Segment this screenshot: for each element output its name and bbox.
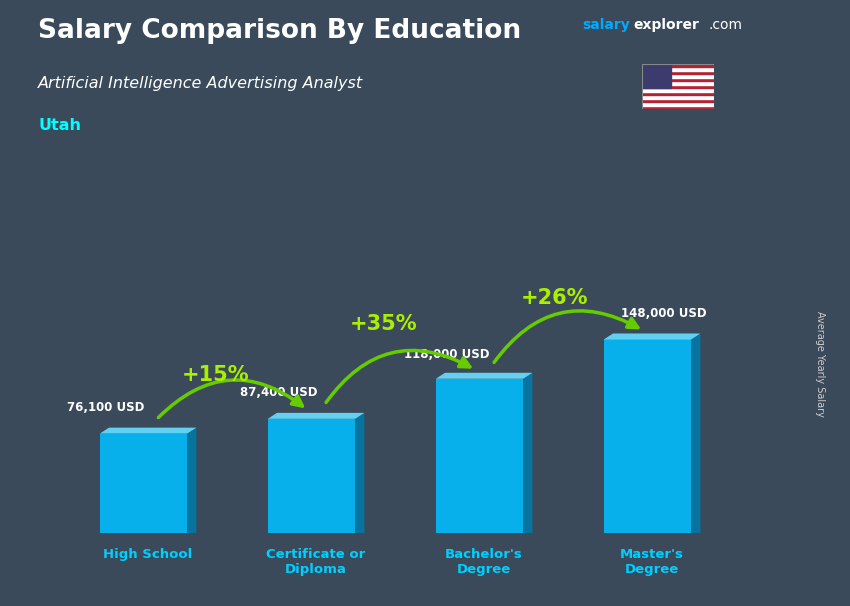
Polygon shape (99, 428, 196, 434)
Bar (642, 88, 714, 92)
Polygon shape (604, 333, 700, 339)
Text: Salary Comparison By Education: Salary Comparison By Education (38, 18, 521, 44)
Polygon shape (691, 333, 700, 533)
Bar (642, 78, 714, 81)
Text: 118,000 USD: 118,000 USD (405, 348, 490, 361)
Polygon shape (523, 373, 532, 533)
Text: +35%: +35% (349, 314, 417, 334)
Text: 148,000 USD: 148,000 USD (621, 307, 706, 320)
Polygon shape (187, 428, 196, 533)
Bar (642, 64, 714, 67)
Text: +26%: +26% (521, 288, 588, 308)
Text: Master's
Degree: Master's Degree (620, 548, 684, 576)
Text: salary: salary (582, 18, 630, 32)
Text: High School: High School (104, 548, 193, 561)
Bar (642, 95, 714, 99)
Text: +15%: +15% (181, 365, 249, 385)
Bar (642, 71, 714, 74)
Bar (642, 74, 714, 78)
Polygon shape (99, 434, 187, 533)
Polygon shape (355, 413, 365, 533)
Text: Bachelor's
Degree: Bachelor's Degree (445, 548, 523, 576)
Bar (642, 67, 714, 71)
Polygon shape (268, 413, 365, 419)
Polygon shape (436, 373, 532, 379)
Bar (642, 92, 714, 95)
Text: .com: .com (708, 18, 742, 32)
Polygon shape (268, 419, 355, 533)
Text: Average Yearly Salary: Average Yearly Salary (815, 311, 825, 416)
Text: 76,100 USD: 76,100 USD (67, 401, 144, 414)
Text: 87,400 USD: 87,400 USD (241, 386, 318, 399)
Text: Certificate or
Diploma: Certificate or Diploma (266, 548, 366, 576)
Text: explorer: explorer (633, 18, 699, 32)
Text: Utah: Utah (38, 118, 82, 133)
Bar (642, 81, 714, 85)
Polygon shape (604, 339, 691, 533)
Polygon shape (436, 379, 523, 533)
Bar (642, 85, 714, 88)
Bar (642, 99, 714, 102)
Bar (642, 102, 714, 105)
Bar (642, 105, 714, 109)
Text: Artificial Intelligence Advertising Analyst: Artificial Intelligence Advertising Anal… (38, 76, 363, 91)
Bar (642, 64, 671, 88)
